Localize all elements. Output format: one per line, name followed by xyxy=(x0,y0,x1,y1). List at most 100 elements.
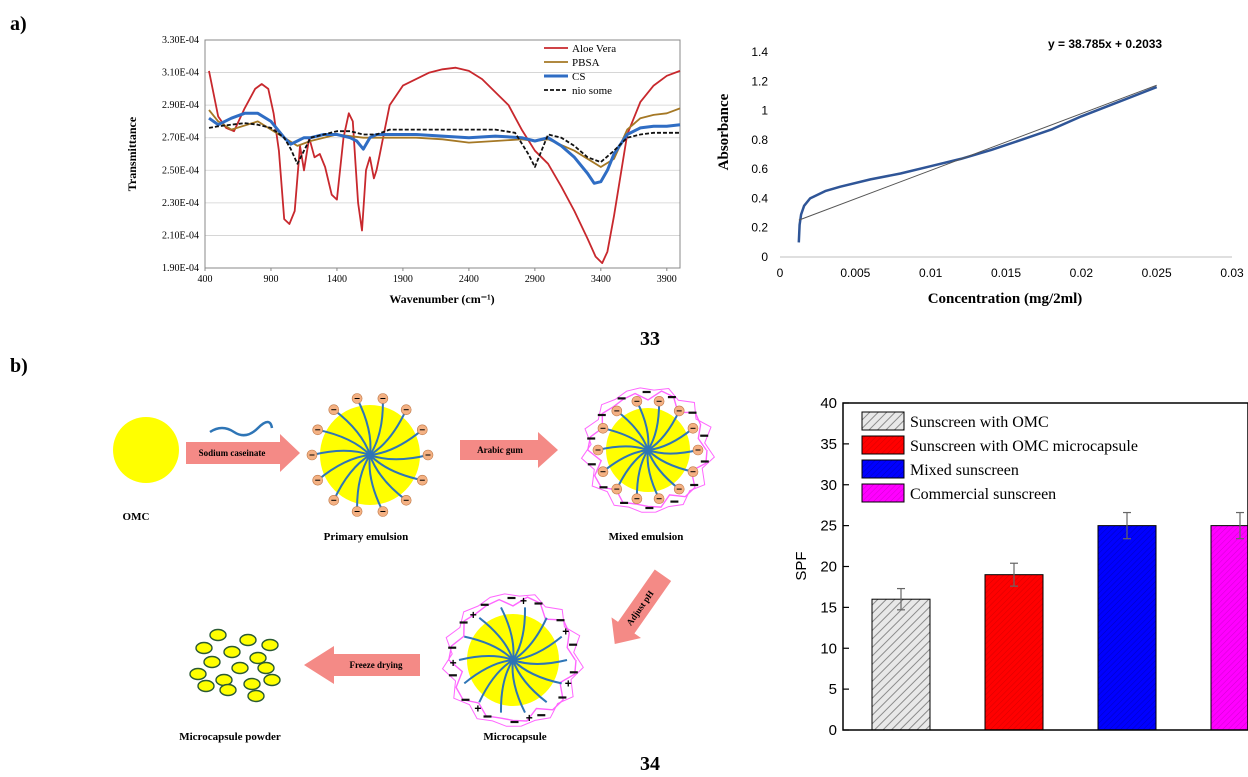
microcapsule-powder-label: Microcapsule powder xyxy=(179,731,281,743)
surfactant-chain xyxy=(317,428,371,456)
ftir-x-tick-label: 3400 xyxy=(591,274,611,285)
ftir-y-axis-label: Transmittance xyxy=(125,116,139,191)
mixed-emulsion-label: Mixed emulsion xyxy=(609,531,684,543)
ftir-y-tick-label: 2.10E-04 xyxy=(162,230,199,241)
ftir-legend-label: nio some xyxy=(572,85,612,97)
ftir-y-tick-label: 3.10E-04 xyxy=(162,68,199,79)
spf-legend-label: Sunscreen with OMC microcapsule xyxy=(910,438,1138,455)
shell-outline xyxy=(441,593,584,727)
trendline-equation: y = 38.785x + 0.2033 xyxy=(1048,37,1162,51)
shell-outline xyxy=(587,390,708,508)
calibration-y-tick-label: 1.2 xyxy=(751,74,768,88)
calibration-series xyxy=(797,84,1158,243)
ftir-y-tick-label: 1.90E-04 xyxy=(162,263,199,274)
powder-particle xyxy=(247,689,265,703)
calibration-x-tick-label: 0.025 xyxy=(1142,266,1172,280)
spf-y-tick-label: 40 xyxy=(820,395,837,412)
powder-particle xyxy=(243,677,261,691)
surfactant-chain xyxy=(478,659,514,703)
ftir-y-tick-label: 2.90E-04 xyxy=(162,100,199,111)
spf-bar xyxy=(1210,525,1248,731)
surfactant-chain xyxy=(369,398,384,456)
surfactant-chain xyxy=(317,454,371,481)
ftir-legend: Aloe Vera PBSA CS nio some xyxy=(544,43,616,97)
powder-particle xyxy=(219,683,237,697)
spf-legend-label: Mixed sunscreen xyxy=(910,462,1019,479)
arabic-gum-arrow: Arabic gum xyxy=(460,432,558,468)
ftir-legend-label: PBSA xyxy=(572,57,600,69)
spf-legend-swatch xyxy=(861,483,905,503)
surfactant-chain xyxy=(369,454,423,482)
spf-plot-frame xyxy=(842,402,1248,731)
calibration-x-ticks: 0 0.005 0.01 0.015 0.02 0.025 0.03 xyxy=(777,266,1244,280)
spf-y-tick-label: 35 xyxy=(820,436,837,453)
ftir-series-aloe-vera xyxy=(208,66,681,264)
figure-number-34: 34 xyxy=(640,753,660,775)
spf-y-tick-label: 0 xyxy=(829,722,837,739)
calibration-y-tick-label: 0 xyxy=(761,250,768,264)
powder-particle xyxy=(249,651,267,665)
spf-bar xyxy=(984,574,1044,731)
panel-label-a: a) xyxy=(10,13,27,35)
surfactant-chain xyxy=(499,659,514,713)
ftir-legend-label: CS xyxy=(572,71,585,83)
adjust-ph-arrow: Adjust pH xyxy=(611,569,672,645)
calibration-x-tick-label: 0.005 xyxy=(840,266,870,280)
spf-y-tick-label: 30 xyxy=(820,477,837,494)
arabic-gum-label: Arabic gum xyxy=(477,445,523,455)
plus-sign: + xyxy=(565,676,572,690)
ftir-x-tick-label: 2900 xyxy=(525,274,545,285)
omc-label: OMC xyxy=(123,511,150,523)
plus-sign: + xyxy=(526,711,533,725)
spf-y-tick-label: 25 xyxy=(820,518,837,535)
powder-particle xyxy=(203,655,221,669)
microcapsule-powder-icon xyxy=(189,628,281,703)
spf-legend-swatch xyxy=(861,459,905,479)
calibration-x-tick-label: 0.01 xyxy=(919,266,943,280)
powder-particle xyxy=(197,679,215,693)
caseinate-chain-icon xyxy=(209,420,274,437)
figure-number-33: 33 xyxy=(640,328,660,350)
omc-droplet xyxy=(113,417,179,483)
powder-particle xyxy=(263,673,281,687)
ftir-y-tick-label: 2.70E-04 xyxy=(162,133,199,144)
calibration-x-tick-label: 0.015 xyxy=(991,266,1021,280)
ftir-x-tick-label: 1400 xyxy=(327,274,347,285)
surfactant-chain xyxy=(369,454,429,461)
ftir-series-nio-some xyxy=(208,122,680,168)
surfactant-chain xyxy=(369,429,423,456)
surfactant-chain xyxy=(356,454,371,512)
spf-legend-label: Sunscreen with OMC xyxy=(910,414,1049,431)
surfactant-chain xyxy=(512,659,562,685)
primary-emulsion-icon xyxy=(306,393,434,517)
surfactant-chain xyxy=(368,454,384,512)
spf-legend-swatch xyxy=(861,435,905,455)
spf-legend: Sunscreen with OMC Sunscreen with OMC mic… xyxy=(861,411,1138,503)
surfactant-chain xyxy=(333,408,371,456)
surfactant-chain xyxy=(332,454,371,501)
spf-bar xyxy=(871,598,931,731)
surfactant-chain xyxy=(512,635,563,661)
sodium-caseinate-label: Sodium caseinate xyxy=(199,448,266,458)
ftir-x-tick-label: 3900 xyxy=(657,274,677,285)
ftir-y-tick-label: 3.30E-04 xyxy=(162,35,199,46)
surfactant-chain xyxy=(500,606,515,661)
primary-emulsion-label: Primary emulsion xyxy=(324,531,409,543)
surfactant-chain xyxy=(369,409,408,456)
plus-sign: + xyxy=(474,702,481,716)
calibration-y-ticks: 0 0.2 0.4 0.6 0.8 1 1.2 1.4 xyxy=(751,45,768,264)
spf-bars xyxy=(871,511,1248,731)
powder-particle xyxy=(257,661,275,675)
powder-particle xyxy=(215,673,233,687)
ftir-chart: 1.90E-04 2.10E-04 2.30E-04 2.50E-04 2.70E-04… xyxy=(125,35,681,306)
ftir-x-tick-label: 400 xyxy=(198,274,213,285)
microcapsule-icon: + + + + + + + xyxy=(441,593,584,727)
microcapsule-label: Microcapsule xyxy=(483,731,546,743)
ftir-series xyxy=(208,66,681,264)
powder-particle xyxy=(261,638,279,652)
powder-particle xyxy=(209,628,227,642)
spf-legend-label: Commercial sunscreen xyxy=(910,486,1056,503)
calibration-trendline xyxy=(798,84,1157,221)
